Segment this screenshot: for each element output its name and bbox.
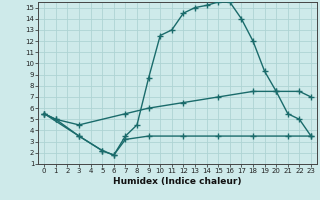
X-axis label: Humidex (Indice chaleur): Humidex (Indice chaleur) [113, 177, 242, 186]
